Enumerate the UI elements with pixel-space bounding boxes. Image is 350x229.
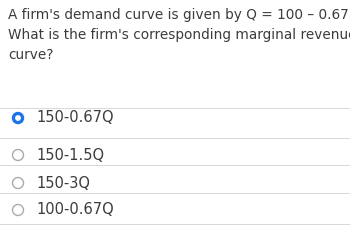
- Text: A firm's demand curve is given by Q = 100 – 0.67P.
What is the firm's correspond: A firm's demand curve is given by Q = 10…: [8, 8, 350, 62]
- Text: 100-0.67Q: 100-0.67Q: [36, 202, 114, 218]
- Text: 150-1.5Q: 150-1.5Q: [36, 147, 104, 163]
- Text: 150-3Q: 150-3Q: [36, 175, 90, 191]
- Text: 150-0.67Q: 150-0.67Q: [36, 111, 114, 125]
- Circle shape: [16, 116, 20, 120]
- Circle shape: [13, 112, 23, 123]
